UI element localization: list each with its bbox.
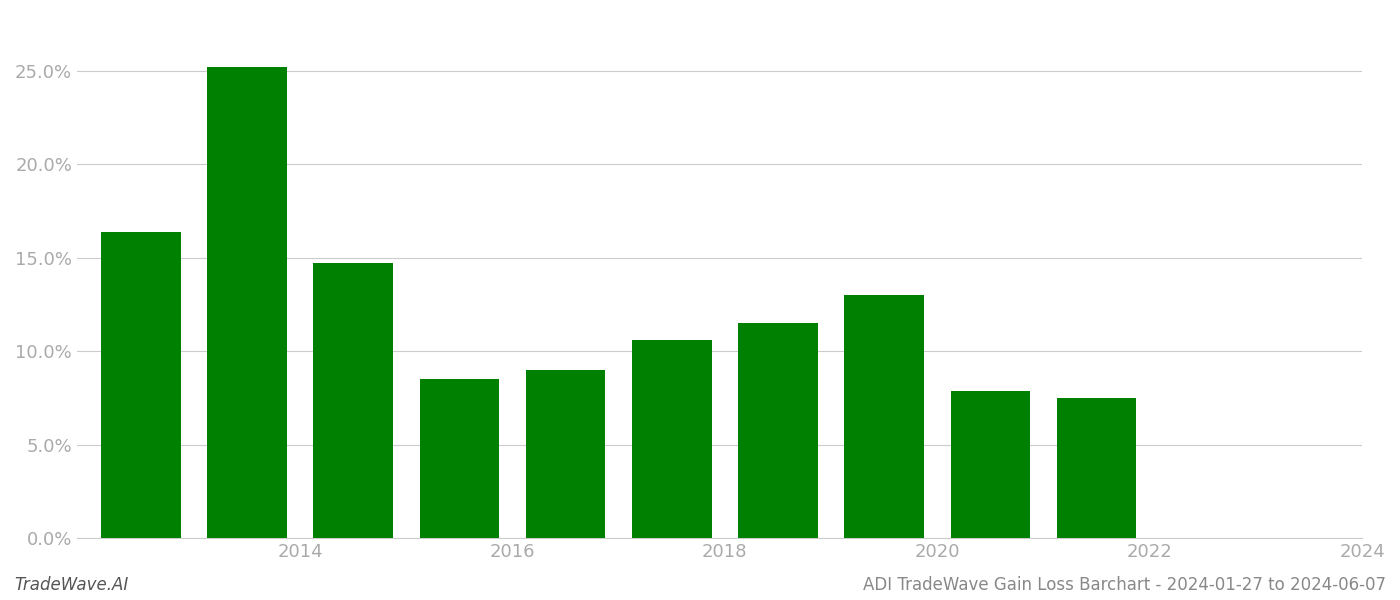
Bar bbox=[207, 67, 287, 538]
Bar bbox=[420, 379, 500, 538]
Bar bbox=[1057, 398, 1137, 538]
Bar bbox=[631, 340, 711, 538]
Text: TradeWave.AI: TradeWave.AI bbox=[14, 576, 129, 594]
Bar bbox=[314, 263, 393, 538]
Bar bbox=[738, 323, 818, 538]
Text: ADI TradeWave Gain Loss Barchart - 2024-01-27 to 2024-06-07: ADI TradeWave Gain Loss Barchart - 2024-… bbox=[862, 576, 1386, 594]
Bar bbox=[101, 232, 181, 538]
Bar bbox=[844, 295, 924, 538]
Bar bbox=[951, 391, 1030, 538]
Bar bbox=[526, 370, 605, 538]
